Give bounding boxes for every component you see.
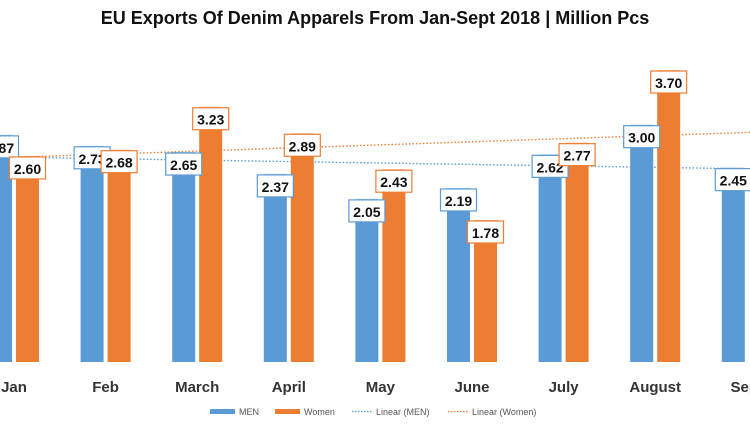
data-label: 2.43 (380, 174, 407, 190)
data-label: 3.23 (197, 112, 224, 128)
x-tick-label: Feb (92, 379, 119, 396)
x-tick-label: Jan (1, 379, 27, 396)
data-label: 2.73 (78, 151, 105, 167)
bar-men-may (355, 201, 379, 362)
data-label: 2.60 (14, 161, 41, 177)
data-label: 1.78 (472, 225, 499, 241)
x-tick-label: May (366, 379, 396, 396)
data-label-box (558, 143, 596, 167)
data-label: 2.05 (353, 204, 380, 220)
data-label-box (256, 174, 294, 198)
data-label-box (466, 220, 505, 244)
legend-label: Linear (Women) (472, 407, 536, 417)
data-label: 2.45 (720, 173, 747, 189)
x-tick-label: April (272, 379, 306, 396)
bar-women-march (199, 109, 223, 362)
data-label-box (714, 168, 750, 192)
bar-women-jan (16, 158, 39, 362)
data-label: 2.62 (536, 159, 563, 175)
data-label-box (650, 70, 688, 94)
data-label-box (0, 135, 20, 159)
bar-women-august (657, 73, 681, 362)
legend-label: MEN (239, 407, 259, 417)
bar-men-feb (80, 148, 104, 362)
bar-men-sept (721, 170, 745, 362)
data-label: 3.70 (655, 75, 682, 91)
bar-men-august (630, 127, 654, 362)
data-label-box (100, 150, 138, 174)
bar-men-june (447, 190, 470, 362)
data-label: 2.89 (289, 138, 316, 154)
bar-men-april (263, 176, 287, 362)
x-tick-label: July (549, 379, 580, 396)
bar-men-march (172, 155, 196, 362)
data-label: 2.87 (0, 140, 14, 156)
data-label: 2.19 (445, 193, 472, 209)
data-label-box (623, 125, 661, 149)
legend-label: Linear (MEN) (376, 407, 430, 417)
data-label-box (283, 133, 321, 157)
bar-men-jan (0, 137, 12, 362)
x-tick-label: June (454, 379, 489, 396)
data-label: 3.00 (628, 130, 655, 146)
bar-women-april (290, 136, 314, 362)
legend-swatch (210, 409, 235, 414)
data-label-box (165, 152, 203, 176)
data-label-box (8, 156, 47, 180)
data-label-box (348, 199, 386, 223)
data-label: 2.37 (262, 179, 289, 195)
x-tick-label: August (629, 379, 681, 396)
data-label: 2.65 (170, 157, 197, 173)
bar-women-june (474, 222, 497, 362)
bar-women-may (382, 172, 406, 362)
bar-men-july (538, 157, 562, 362)
data-label: 2.68 (105, 155, 132, 171)
chart-title: EU Exports Of Denim Apparels From Jan-Se… (100, 8, 650, 28)
data-label-box (439, 188, 478, 212)
data-label-box (375, 169, 413, 193)
bar-women-july (565, 145, 589, 362)
x-tick-label: March (175, 379, 219, 396)
legend-label: Women (304, 407, 335, 417)
x-tick-label: Sept (731, 379, 750, 396)
data-label-box (192, 107, 230, 131)
data-label: 2.77 (563, 148, 590, 164)
legend-swatch (275, 409, 300, 414)
bar-women-feb (107, 152, 131, 362)
